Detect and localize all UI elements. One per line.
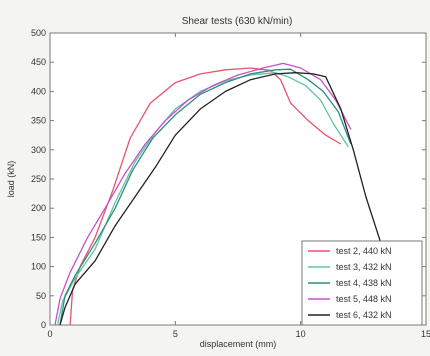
x-tick-label: 15 <box>421 329 430 339</box>
legend: test 2, 440 kN test 3, 432 kN test 4, 438 … <box>302 241 422 325</box>
y-tick-label: 100 <box>31 262 46 272</box>
x-axis-label: displacement (mm) <box>200 339 277 349</box>
y-tick-label: 50 <box>36 291 46 301</box>
legend-label: test 4, 438 kN <box>336 278 392 288</box>
y-axis-label: load (kN) <box>6 161 16 198</box>
legend-label: test 5, 448 kN <box>336 294 392 304</box>
x-tick-label: 5 <box>173 329 178 339</box>
y-tick-label: 200 <box>31 203 46 213</box>
x-tick-label: 0 <box>47 329 52 339</box>
y-tick-label: 500 <box>31 28 46 38</box>
chart-title: Shear tests (630 kN/min) <box>182 16 293 27</box>
legend-label: test 6, 432 kN <box>336 310 392 320</box>
y-tick-label: 450 <box>31 57 46 67</box>
y-tick-label: 150 <box>31 232 46 242</box>
y-tick-label: 400 <box>31 86 46 96</box>
y-tick-label: 300 <box>31 145 46 155</box>
x-tick-label: 10 <box>296 329 306 339</box>
y-tick-label: 350 <box>31 116 46 126</box>
y-tick-label: 0 <box>41 320 46 330</box>
y-tick-label: 250 <box>31 174 46 184</box>
legend-label: test 2, 440 kN <box>336 246 392 256</box>
legend-label: test 3, 432 kN <box>336 262 392 272</box>
